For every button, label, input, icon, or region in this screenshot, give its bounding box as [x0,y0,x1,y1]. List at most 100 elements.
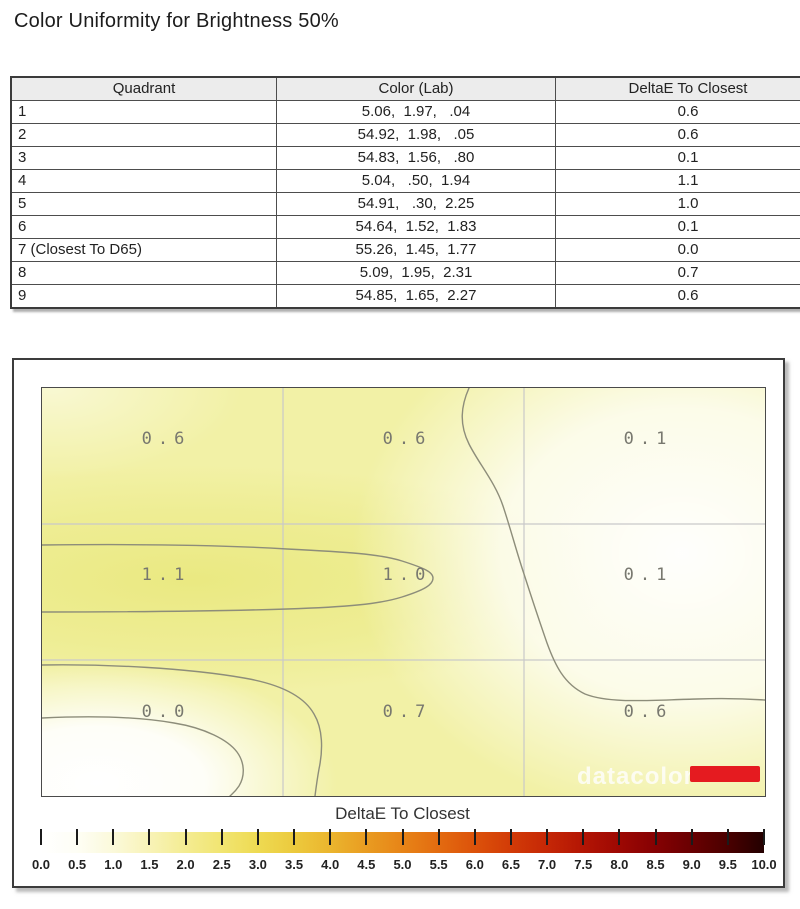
table-row: 6 54.64, 1.52, 1.83 0.1 [10,215,800,239]
colorbar-tick [690,829,693,845]
heatmap-svg: 0.6 0.6 0.1 1.1 1.0 0.1 0.0 0.7 0.6 data… [42,388,765,796]
delta-e-cell: 0.7 [555,261,800,285]
colorbar-tick-label: 7.0 [538,857,557,872]
colorbar-tick [618,829,621,845]
quadrant-cell: 5 [10,192,277,216]
colorbar-tick [546,829,549,845]
cell-value-q8: 0.7 [383,702,432,722]
table-row: 7 (Closest To D65) 55.26, 1.45, 1.77 0.0 [10,238,800,262]
colorbar-tick-label: 3.0 [248,857,267,872]
cell-value-q1: 0.6 [142,429,191,449]
delta-e-cell: 0.1 [555,146,800,170]
heatmap-shading-white-top-left [42,388,242,478]
column-header-color-lab: Color (Lab) [276,76,556,101]
delta-e-cell: 0.0 [555,238,800,262]
contour-bottom-left-outer [42,664,323,796]
colorbar-tick [293,829,296,845]
colorbar-tick-label: 2.5 [212,857,231,872]
color-lab-cell: 54.83, 1.56, .80 [276,146,556,170]
colorbar-tick [184,829,187,845]
delta-e-cell: 1.0 [555,192,800,216]
quadrant-table: Quadrant Color (Lab) DeltaE To Closest 1… [10,76,800,309]
colorbar-tick [726,829,729,845]
datacolor-watermark: datacolor [577,763,760,790]
colorbar-tick-label: 5.5 [429,857,448,872]
delta-e-cell: 0.1 [555,215,800,239]
colorbar-tick-label: 0.0 [31,857,51,872]
contour-lines [42,388,765,796]
cell-value-q9: 0.6 [624,702,673,722]
quadrant-cell: 2 [10,123,277,147]
colorbar-tick [76,829,79,845]
colorbar-tick-label: 9.0 [682,857,701,872]
quadrant-cell: 6 [10,215,277,239]
cell-value-q7: 0.0 [142,702,191,722]
colorbar-tick [437,829,440,845]
quadrant-cell: 4 [10,169,277,193]
table-row: 1 5.06, 1.97, .04 0.6 [10,100,800,124]
contour-right-s-curve [461,388,765,702]
colorbar-tick-label: 7.5 [574,857,593,872]
colorbar-tick-label: 4.0 [321,857,340,872]
quadrant-cell: 3 [10,146,277,170]
colorbar-tick [40,829,42,845]
color-lab-cell: 54.91, .30, 2.25 [276,192,556,216]
colorbar-tick [582,829,585,845]
color-lab-cell: 55.26, 1.45, 1.77 [276,238,556,262]
colorbar-tick-label: 10.0 [751,857,777,872]
colorbar-tick-label: 8.5 [646,857,665,872]
table-row: 2 54.92, 1.98, .05 0.6 [10,123,800,147]
column-header-delta-e: DeltaE To Closest [555,76,800,101]
color-lab-cell: 54.92, 1.98, .05 [276,123,556,147]
cell-value-q6: 0.1 [624,565,673,585]
color-lab-cell: 5.09, 1.95, 2.31 [276,261,556,285]
cell-value-labels: 0.6 0.6 0.1 1.1 1.0 0.1 0.0 0.7 0.6 [142,429,673,722]
colorbar-tick [220,829,223,845]
colorbar-tick-label: 3.5 [285,857,304,872]
colorbar-tick [509,829,512,845]
heatmap-shading-white-right [352,388,765,796]
colorbar-tick-label: 4.5 [357,857,376,872]
cell-value-q4: 1.1 [142,565,191,585]
table-header-row: Quadrant Color (Lab) DeltaE To Closest [10,76,800,101]
quadrant-cell: 9 [10,284,277,309]
quadrant-cell: 7 (Closest To D65) [10,238,277,262]
page-title: Color Uniformity for Brightness 50% [14,10,339,32]
contour-center-tongue [42,543,434,613]
colorbar-tick-label: 6.0 [465,857,484,872]
heatmap-plot: 0.6 0.6 0.1 1.1 1.0 0.1 0.0 0.7 0.6 data… [41,387,766,797]
colorbar-tick [256,829,259,845]
heatmap-shading-white-bottom-left [42,658,337,796]
cell-value-q2: 0.6 [383,429,432,449]
uniformity-chart-panel: 0.6 0.6 0.1 1.1 1.0 0.1 0.0 0.7 0.6 data… [12,358,785,888]
delta-e-cell: 1.1 [555,169,800,193]
quadrant-table-body: 1 5.06, 1.97, .04 0.6 2 54.92, 1.98, .05 0.6 3… [10,100,800,309]
color-lab-cell: 54.85, 1.65, 2.27 [276,284,556,309]
colorbar-tick [763,829,765,845]
colorbar-tick-label: 5.0 [393,857,412,872]
delta-e-cell: 0.6 [555,123,800,147]
colorbar-tick [112,829,115,845]
colorbar-tick-label: 6.5 [501,857,520,872]
color-lab-cell: 5.04, .50, 1.94 [276,169,556,193]
delta-e-cell: 0.6 [555,284,800,309]
quadrant-cell: 1 [10,100,277,124]
color-lab-cell: 5.06, 1.97, .04 [276,100,556,124]
contour-bottom-left-inner [42,716,244,796]
colorbar: 0.0 0.5 1.0 1.5 2.0 2.5 3.0 3.5 4.0 4.5 5.0 5.5 6.0 6… [32,829,777,872]
column-header-quadrant: Quadrant [10,76,277,101]
colorbar-tick [329,829,332,845]
table-row: 9 54.85, 1.65, 2.27 0.6 [10,284,800,309]
quadrant-grid [42,388,765,796]
colorbar-title: DeltaE To Closest [335,804,470,823]
colorbar-tick-label: 1.0 [104,857,123,872]
table-row: 5 54.91, .30, 2.25 1.0 [10,192,800,216]
quadrant-cell: 8 [10,261,277,285]
datacolor-watermark-text: datacolor [577,763,694,790]
table-row: 8 5.09, 1.95, 2.31 0.7 [10,261,800,285]
cell-value-q3: 0.1 [624,429,673,449]
delta-e-cell: 0.6 [555,100,800,124]
color-lab-cell: 54.64, 1.52, 1.83 [276,215,556,239]
colorbar-tick-label: 2.0 [176,857,195,872]
colorbar-tick [365,829,368,845]
